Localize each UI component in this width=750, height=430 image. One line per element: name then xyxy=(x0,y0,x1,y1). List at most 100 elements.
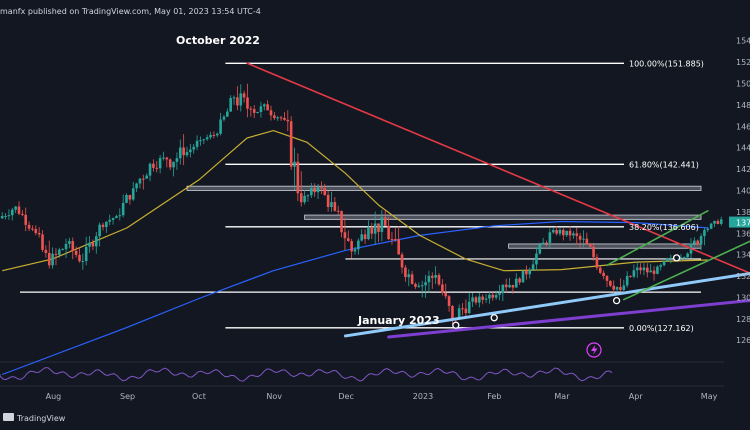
candle-body xyxy=(44,249,48,253)
candle-body xyxy=(343,232,347,239)
price-tick-label: 138 xyxy=(736,208,750,217)
candle-body xyxy=(121,202,125,216)
candle-body xyxy=(232,97,236,99)
candle-body xyxy=(541,242,545,245)
candle-body xyxy=(447,296,451,306)
candle-body xyxy=(10,209,14,216)
candle-body xyxy=(212,134,216,136)
moving-averages xyxy=(1,129,708,376)
candle-body xyxy=(481,296,484,300)
candle-body xyxy=(602,272,605,277)
candle-body xyxy=(649,270,652,273)
candle-body xyxy=(478,296,481,303)
price-tick-label: 150 xyxy=(736,79,750,88)
candle-body xyxy=(357,240,360,250)
candle-body xyxy=(585,238,589,244)
candle-body xyxy=(605,276,609,281)
candle-body xyxy=(34,228,38,234)
pivot-marker[interactable] xyxy=(452,321,460,329)
candle-body xyxy=(491,294,495,298)
fibonacci-labels: 100.00%(151.885) 61.80%(142.441) 38.20%(13… xyxy=(629,59,704,332)
candle-body xyxy=(41,234,44,250)
tradingview-logo[interactable]: TradingView xyxy=(3,413,66,423)
candle-body xyxy=(380,217,384,232)
price-tick-label: 128 xyxy=(736,315,750,324)
candle-body xyxy=(88,242,91,247)
candle-body xyxy=(155,167,159,169)
candle-body xyxy=(659,265,663,267)
candle-body xyxy=(299,193,303,203)
candle-body xyxy=(252,109,256,113)
candle-body xyxy=(598,267,602,273)
candle-body xyxy=(125,194,128,203)
candle-body xyxy=(195,140,199,147)
last-price-value: 137 xyxy=(736,219,750,228)
candle-body xyxy=(387,225,390,240)
resistance-zone xyxy=(508,243,702,249)
candle-body xyxy=(333,202,337,211)
candle-body xyxy=(642,267,646,271)
candle-body xyxy=(703,230,706,237)
candle-body xyxy=(145,175,148,179)
rsi-line xyxy=(0,367,613,382)
candle-body xyxy=(494,294,498,298)
candle-body xyxy=(336,210,340,212)
candle-body xyxy=(105,221,108,228)
candle-body xyxy=(666,258,669,261)
candle-body xyxy=(178,147,182,159)
pivot-marker[interactable] xyxy=(672,254,681,262)
candle-body xyxy=(498,293,501,295)
candle-body xyxy=(635,267,639,271)
candle-body xyxy=(353,249,357,252)
candlesticks xyxy=(0,83,723,325)
candle-body xyxy=(706,228,710,231)
time-tick-label: Apr xyxy=(629,392,644,401)
candle-body xyxy=(51,253,54,266)
candle-body xyxy=(202,139,206,141)
candle-body xyxy=(313,187,316,193)
price-tick-label: 142 xyxy=(736,165,750,174)
candle-body xyxy=(518,278,521,283)
candle-body xyxy=(501,284,505,294)
candle-body xyxy=(474,297,478,303)
candle-body xyxy=(165,157,169,160)
price-tick-label: 146 xyxy=(736,122,750,131)
candle-body xyxy=(138,178,142,184)
candle-body xyxy=(424,282,427,286)
fibonacci-level-label: 38.20%(136.606) xyxy=(629,223,699,232)
time-tick-label: 2023 xyxy=(413,392,433,401)
candle-body xyxy=(135,183,138,189)
fibonacci-level-label: 61.80%(142.441) xyxy=(629,160,699,169)
candle-body xyxy=(81,261,85,263)
pivot-marker[interactable] xyxy=(612,297,621,305)
candle-body xyxy=(622,285,626,290)
fibonacci-level-label: 100.00%(151.885) xyxy=(629,59,704,68)
resistance-zone xyxy=(304,214,702,220)
candle-body xyxy=(266,104,269,111)
candle-body xyxy=(229,98,232,112)
candle-body xyxy=(430,275,434,278)
candle-body xyxy=(679,257,683,259)
time-tick-label: Nov xyxy=(266,392,282,401)
candle-body xyxy=(215,133,219,136)
candle-body xyxy=(185,152,189,156)
candle-body xyxy=(400,254,404,268)
candle-body xyxy=(420,285,424,287)
time-tick-label: Feb xyxy=(487,392,501,401)
resistance-zone xyxy=(186,185,702,191)
candle-body xyxy=(175,158,179,162)
candle-body xyxy=(37,233,41,235)
alert-icon[interactable] xyxy=(586,342,602,358)
candle-body xyxy=(94,236,98,247)
trendline-channel-lower xyxy=(622,240,750,301)
candle-body xyxy=(656,266,659,274)
candle-body xyxy=(61,249,64,251)
candle-body xyxy=(414,283,417,287)
candle-body xyxy=(192,146,196,150)
pivot-marker[interactable] xyxy=(490,314,498,322)
candle-body xyxy=(686,253,689,258)
candle-body xyxy=(652,270,656,274)
candle-body xyxy=(152,163,155,168)
candle-body xyxy=(373,223,377,234)
